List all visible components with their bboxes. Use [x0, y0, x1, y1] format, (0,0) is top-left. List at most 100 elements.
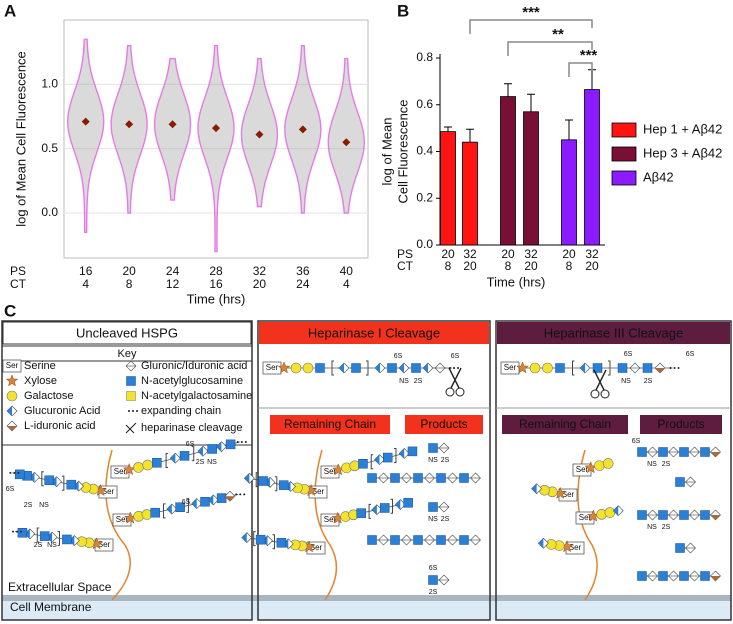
- x-tick-label: 4: [82, 277, 89, 291]
- space-label: Extracellular Space: [8, 580, 112, 594]
- legend-label: Aβ42: [643, 169, 674, 184]
- x-tick-label: 20: [122, 264, 136, 278]
- serine-label: Ser: [576, 465, 589, 474]
- diamond-half: [710, 576, 721, 581]
- glcnac: [126, 376, 136, 386]
- serine-label: Ser: [116, 515, 129, 524]
- galactose: [545, 539, 557, 550]
- glcnac: [255, 534, 266, 545]
- scissors: [448, 367, 462, 389]
- y-axis-label: log of Mean: [379, 118, 394, 186]
- bracket: [186, 497, 189, 513]
- sulfation-label: 6S: [686, 351, 695, 358]
- serine-label: Ser: [312, 487, 325, 496]
- sulfation-label: 6S: [186, 441, 195, 448]
- bracket: [165, 452, 169, 468]
- bracket: [331, 360, 334, 376]
- plot-frame: [63, 19, 369, 259]
- x-tick-label: 24: [166, 264, 180, 278]
- scissors-icon: [125, 422, 137, 434]
- x-row-label: CT: [10, 277, 27, 291]
- diamond-half: [395, 499, 401, 510]
- panel-title: Heparinase I Cleavage: [308, 325, 440, 340]
- sulfation-label: NS: [621, 378, 631, 385]
- x-tick-label: 4: [343, 277, 350, 291]
- mean-marker: [125, 120, 134, 129]
- glcnac: [66, 479, 76, 490]
- glcnac: [642, 363, 653, 373]
- x-axis-label: Time (hrs): [187, 291, 246, 306]
- bar: [561, 139, 577, 246]
- diamond-half: [166, 504, 172, 515]
- panel-header: [497, 322, 730, 344]
- panel-label: A: [4, 1, 16, 20]
- dot: [457, 367, 459, 369]
- glcnac: [658, 571, 668, 581]
- panel-title: Uncleaved HSPG: [76, 325, 178, 340]
- section-header: [405, 415, 483, 434]
- dot: [11, 530, 14, 533]
- core-protein: [577, 449, 598, 601]
- dot: [243, 493, 246, 496]
- dot: [669, 367, 672, 369]
- error-bar: [565, 119, 573, 140]
- serine-label: Ser: [266, 363, 279, 372]
- legend-swatch: [611, 146, 637, 162]
- glcnac: [39, 531, 50, 541]
- diamond-half: [538, 538, 544, 549]
- dot: [236, 441, 239, 444]
- y-tick-label: 0.0: [41, 205, 58, 219]
- key-label: Gluronic/Iduronic acid: [141, 360, 247, 372]
- dot: [136, 410, 138, 412]
- diamond-half: [399, 363, 404, 373]
- mean-marker: [168, 120, 177, 129]
- glcnac: [62, 534, 72, 545]
- mean-marker: [212, 124, 220, 133]
- galactose: [302, 362, 314, 374]
- sulfation-label: 6S: [624, 351, 633, 358]
- dot: [132, 410, 134, 412]
- glcnac: [390, 535, 400, 545]
- y-axis-label: log of Mean Cell Fluorescence: [13, 51, 28, 227]
- bracket: [191, 446, 195, 462]
- galactose: [529, 362, 541, 374]
- glcnac: [152, 458, 162, 468]
- bracket: [36, 527, 40, 543]
- glcnac: [700, 571, 710, 581]
- glcnac: [387, 363, 397, 373]
- glcnac: [428, 443, 438, 453]
- violin: [110, 45, 148, 214]
- glcnac: [367, 473, 377, 483]
- dot: [244, 441, 247, 444]
- xylose: [277, 361, 291, 374]
- x-tick-label: 20: [524, 259, 538, 273]
- sulfation-label: NS: [207, 459, 217, 466]
- glcnac: [675, 477, 685, 487]
- bracket: [41, 471, 44, 487]
- panel-label: C: [4, 301, 16, 320]
- membrane-label: Cell Membrane: [10, 600, 92, 614]
- key-label: N-acetylglucosamine: [141, 375, 243, 387]
- x-tick-label: 32: [585, 247, 599, 261]
- glcnac: [175, 502, 185, 512]
- glcnac: [411, 363, 421, 373]
- x-axis-label: Time (hrs): [487, 274, 546, 289]
- dot: [235, 493, 238, 496]
- sulfation-label: 2S: [414, 378, 423, 385]
- bracket: [572, 360, 575, 376]
- diamond-half: [24, 528, 30, 539]
- serine-label: Ser: [562, 490, 575, 499]
- glcnac: [637, 447, 647, 457]
- bracket: [272, 534, 275, 550]
- sulfation-label: 2S: [662, 461, 671, 468]
- diamond-half: [244, 473, 250, 484]
- mean-marker: [298, 125, 307, 134]
- bracket: [393, 448, 397, 464]
- galactose: [142, 459, 153, 471]
- glcnac: [200, 496, 210, 507]
- bracket: [370, 454, 374, 470]
- diamond-half: [51, 476, 57, 487]
- glcnac: [14, 469, 25, 480]
- glcnac: [459, 473, 469, 483]
